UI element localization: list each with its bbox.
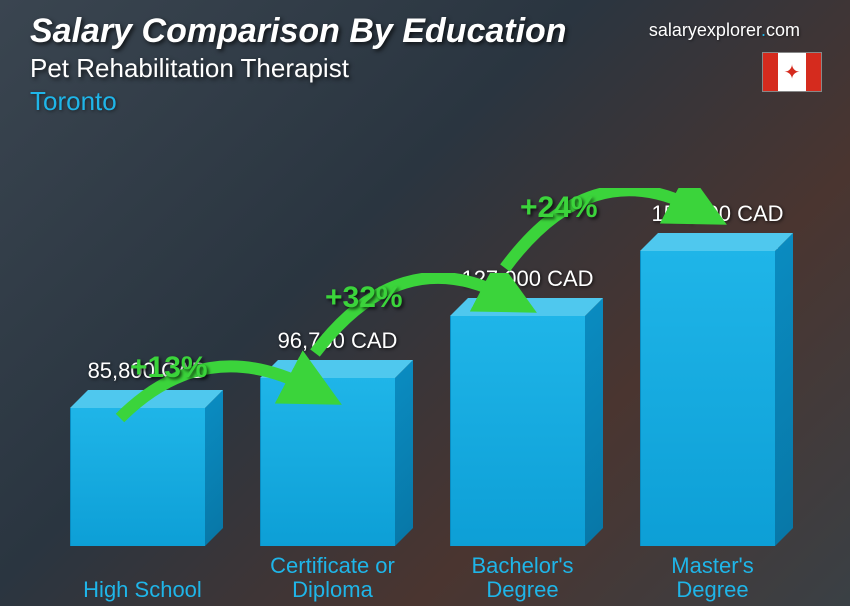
location-label: Toronto: [30, 86, 820, 117]
page-subtitle: Pet Rehabilitation Therapist: [30, 53, 820, 84]
header: Salary Comparison By Education Pet Rehab…: [30, 12, 820, 117]
category-label: Certificate or Diploma: [245, 554, 420, 602]
percent-increase: +13%: [130, 351, 208, 385]
category-label: Master's Degree: [625, 554, 800, 602]
percent-increase: +24%: [520, 191, 598, 225]
percent-increase: +32%: [325, 281, 403, 315]
page-title: Salary Comparison By Education: [30, 12, 820, 51]
bar-chart: 85,800 CADHigh School96,700 CADCertifica…: [0, 116, 850, 606]
category-label: High School: [55, 578, 230, 602]
category-label: Bachelor's Degree: [435, 554, 610, 602]
